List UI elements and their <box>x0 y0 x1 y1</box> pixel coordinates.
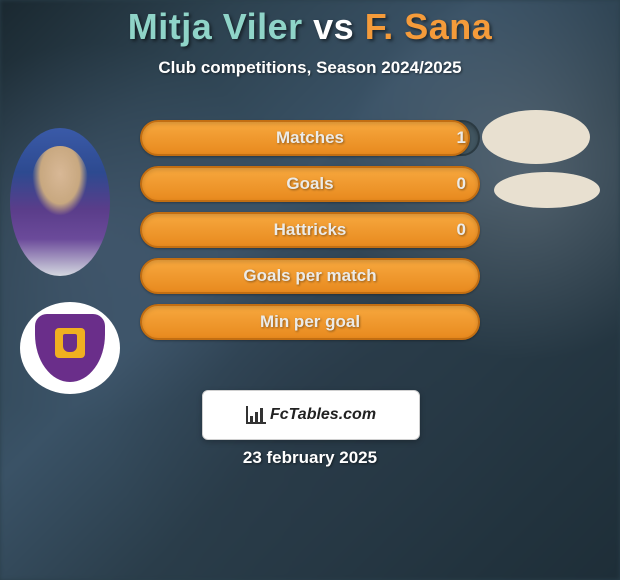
player2-avatar-top <box>482 110 590 164</box>
player1-club-badge <box>20 302 120 394</box>
bar-label: Goals <box>140 166 480 202</box>
bar-value: 0 <box>457 166 466 202</box>
fctables-logo: FcTables.com <box>246 406 376 424</box>
brand-card: FcTables.com <box>202 390 420 440</box>
club-circle <box>20 302 120 394</box>
bar-value: 1 <box>457 120 466 156</box>
bar-chart-icon <box>246 406 266 424</box>
brand-text: FcTables.com <box>270 406 376 424</box>
bar-label: Min per goal <box>140 304 480 340</box>
bar-row: Matches1 <box>140 120 480 156</box>
page-title: Mitja Viler vs F. Sana <box>128 6 493 48</box>
bar-row: Goals per match <box>140 258 480 294</box>
subtitle: Club competitions, Season 2024/2025 <box>158 58 461 78</box>
player1-avatar <box>10 128 110 276</box>
bar-value: 0 <box>457 212 466 248</box>
bar-label: Matches <box>140 120 480 156</box>
comparison-bars: Matches1Goals0Hattricks0Goals per matchM… <box>140 120 480 350</box>
player2-avatar-bottom <box>494 172 600 208</box>
title-vs: vs <box>313 6 354 47</box>
bar-label: Goals per match <box>140 258 480 294</box>
club-shield-icon <box>35 314 105 382</box>
bar-row: Min per goal <box>140 304 480 340</box>
title-player1: Mitja Viler <box>128 6 303 47</box>
bar-row: Hattricks0 <box>140 212 480 248</box>
bar-row: Goals0 <box>140 166 480 202</box>
bar-label: Hattricks <box>140 212 480 248</box>
date-label: 23 february 2025 <box>0 448 620 468</box>
title-player2: F. Sana <box>365 6 493 47</box>
content-root: Mitja Viler vs F. Sana Club competitions… <box>0 0 620 580</box>
